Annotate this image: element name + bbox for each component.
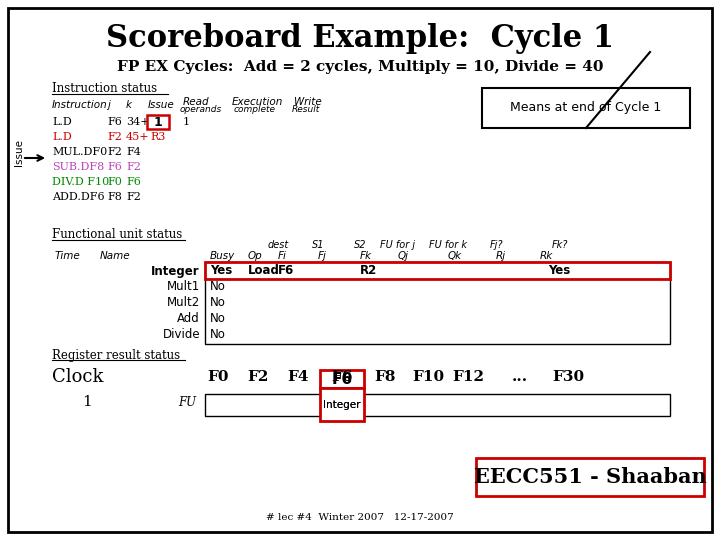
Text: Fk?: Fk? <box>552 240 568 250</box>
Text: Functional unit status: Functional unit status <box>52 228 182 241</box>
Text: Execution: Execution <box>232 97 284 107</box>
Text: S2: S2 <box>354 240 366 250</box>
Bar <box>205 262 670 279</box>
Text: Instruction status: Instruction status <box>52 82 157 94</box>
Text: Read: Read <box>183 97 210 107</box>
Text: Yes: Yes <box>548 265 570 278</box>
Text: No: No <box>210 280 226 294</box>
Text: Load: Load <box>248 265 280 278</box>
Text: 34+: 34+ <box>126 117 150 127</box>
Text: L.D: L.D <box>52 132 72 142</box>
Text: operands: operands <box>180 105 222 114</box>
Text: Time: Time <box>55 251 81 261</box>
Text: Yes: Yes <box>210 265 233 278</box>
Text: j: j <box>107 100 110 110</box>
Text: Fj?: Fj? <box>490 240 503 250</box>
Text: Integer: Integer <box>151 265 200 278</box>
Text: Instruction: Instruction <box>52 100 108 110</box>
Text: F4: F4 <box>126 147 141 157</box>
Text: No: No <box>210 328 226 341</box>
Bar <box>320 370 364 388</box>
Text: F6: F6 <box>278 265 294 278</box>
Text: Write: Write <box>294 97 322 107</box>
Bar <box>320 388 364 421</box>
Text: Add: Add <box>177 313 200 326</box>
Text: F2: F2 <box>107 147 122 157</box>
Text: Divide: Divide <box>163 328 200 341</box>
Text: Issue: Issue <box>14 138 24 165</box>
Text: Scoreboard Example:  Cycle 1: Scoreboard Example: Cycle 1 <box>106 23 614 53</box>
Text: F8: F8 <box>107 192 122 202</box>
Text: F2: F2 <box>126 192 141 202</box>
Text: Qk: Qk <box>448 251 462 261</box>
Text: F30: F30 <box>552 370 584 384</box>
Text: S1: S1 <box>312 240 324 250</box>
Text: L.D: L.D <box>52 117 72 127</box>
Text: Mult1: Mult1 <box>167 280 200 294</box>
Bar <box>205 262 670 344</box>
Text: Register result status: Register result status <box>52 348 180 361</box>
Text: complete: complete <box>234 105 276 114</box>
Text: F12: F12 <box>452 370 484 384</box>
Text: Qj: Qj <box>398 251 409 261</box>
Text: F2: F2 <box>107 132 122 142</box>
Text: Op: Op <box>248 251 263 261</box>
Text: R3: R3 <box>150 132 166 142</box>
Text: F8: F8 <box>374 370 396 384</box>
Text: dest: dest <box>267 240 289 250</box>
Text: Result: Result <box>292 105 320 114</box>
Bar <box>205 394 670 416</box>
Text: # lec #4  Winter 2007   12-17-2007: # lec #4 Winter 2007 12-17-2007 <box>266 514 454 523</box>
Text: 45+: 45+ <box>126 132 150 142</box>
Bar <box>482 88 690 128</box>
Text: FU for j: FU for j <box>380 240 415 250</box>
Text: F6: F6 <box>331 372 353 387</box>
Text: F2: F2 <box>247 370 269 384</box>
Text: F6: F6 <box>126 177 141 187</box>
Text: MUL.DF0: MUL.DF0 <box>52 147 107 157</box>
Text: No: No <box>210 296 226 309</box>
Text: EECC551 - Shaaban: EECC551 - Shaaban <box>474 467 706 487</box>
Text: 1: 1 <box>153 116 163 129</box>
Text: Fj: Fj <box>318 251 327 261</box>
Text: Means at end of Cycle 1: Means at end of Cycle 1 <box>510 102 662 114</box>
Text: F2: F2 <box>126 162 141 172</box>
Text: F0: F0 <box>107 177 122 187</box>
Text: F6: F6 <box>107 162 122 172</box>
Text: ADD.DF6: ADD.DF6 <box>52 192 104 202</box>
Text: Mult2: Mult2 <box>167 296 200 309</box>
Text: Rj: Rj <box>496 251 506 261</box>
Text: F0: F0 <box>207 370 229 384</box>
Text: 1: 1 <box>82 395 91 409</box>
Text: FU: FU <box>178 395 196 408</box>
Text: Fi: Fi <box>278 251 287 261</box>
Text: DIV.D F10: DIV.D F10 <box>52 177 109 187</box>
Text: Integer: Integer <box>323 400 361 410</box>
Text: Rk: Rk <box>540 251 553 261</box>
Text: SUB.DF8: SUB.DF8 <box>52 162 104 172</box>
Text: R2: R2 <box>360 265 377 278</box>
Text: R2: R2 <box>150 117 166 127</box>
Text: Integer: Integer <box>323 400 361 410</box>
Text: Busy: Busy <box>210 251 235 261</box>
Bar <box>145 112 345 220</box>
Text: FU for k: FU for k <box>429 240 467 250</box>
Text: Clock: Clock <box>52 368 104 386</box>
Text: F6: F6 <box>331 370 353 384</box>
Text: No: No <box>210 313 226 326</box>
Text: Fk: Fk <box>360 251 372 261</box>
Text: Name: Name <box>100 251 130 261</box>
Text: ...: ... <box>512 370 528 384</box>
Text: 1: 1 <box>183 117 190 127</box>
Text: F6: F6 <box>107 117 122 127</box>
Text: k: k <box>126 100 132 110</box>
Text: Issue: Issue <box>148 100 175 110</box>
Bar <box>476 458 704 496</box>
Bar <box>147 115 169 129</box>
Text: F4: F4 <box>287 370 309 384</box>
Text: F10: F10 <box>412 370 444 384</box>
Text: FP EX Cycles:  Add = 2 cycles, Multiply = 10, Divide = 40: FP EX Cycles: Add = 2 cycles, Multiply =… <box>117 60 603 74</box>
